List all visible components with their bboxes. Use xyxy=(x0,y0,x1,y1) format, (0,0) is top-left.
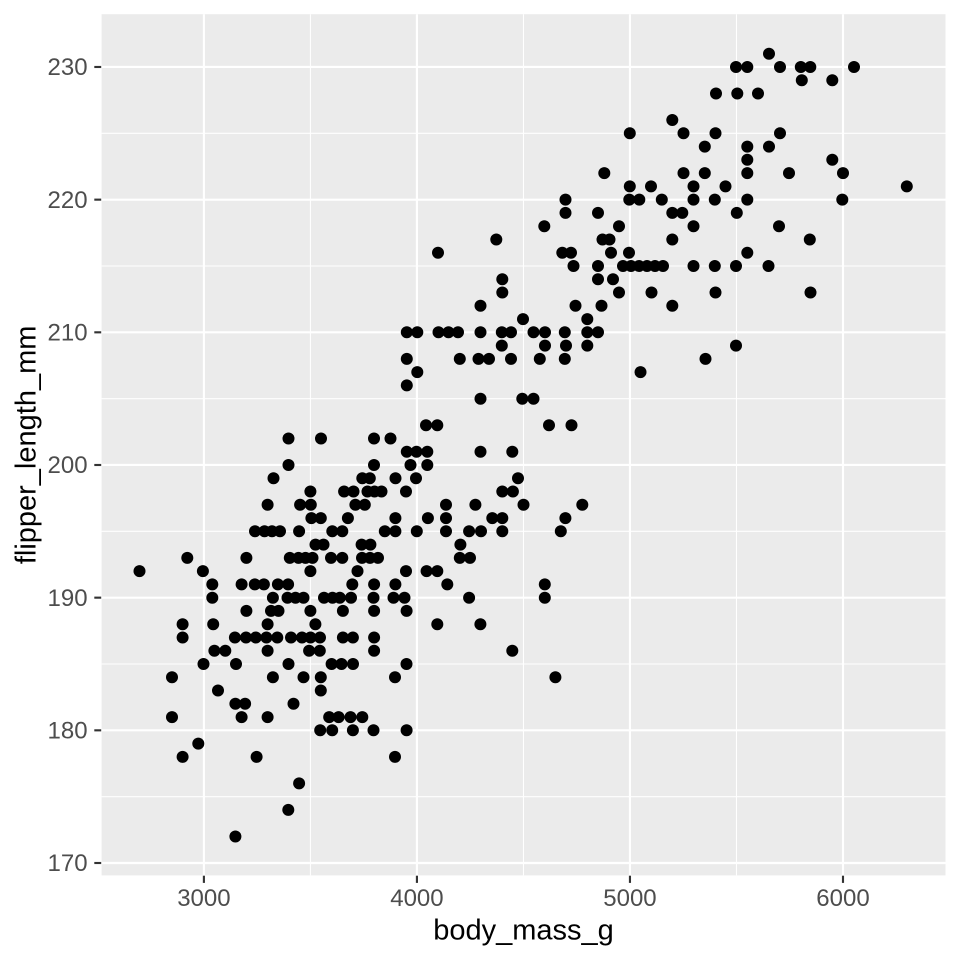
svg-text:4000: 4000 xyxy=(390,885,443,912)
svg-text:200: 200 xyxy=(48,452,88,479)
svg-text:180: 180 xyxy=(48,718,88,745)
svg-text:230: 230 xyxy=(48,54,88,81)
svg-text:flipper_length_mm: flipper_length_mm xyxy=(11,326,43,565)
svg-text:body_mass_g: body_mass_g xyxy=(433,914,614,946)
svg-text:170: 170 xyxy=(48,850,88,877)
svg-text:5000: 5000 xyxy=(603,885,656,912)
svg-text:190: 190 xyxy=(48,585,88,612)
svg-text:210: 210 xyxy=(48,320,88,347)
svg-text:220: 220 xyxy=(48,187,88,214)
svg-text:3000: 3000 xyxy=(177,885,230,912)
svg-text:6000: 6000 xyxy=(816,885,869,912)
